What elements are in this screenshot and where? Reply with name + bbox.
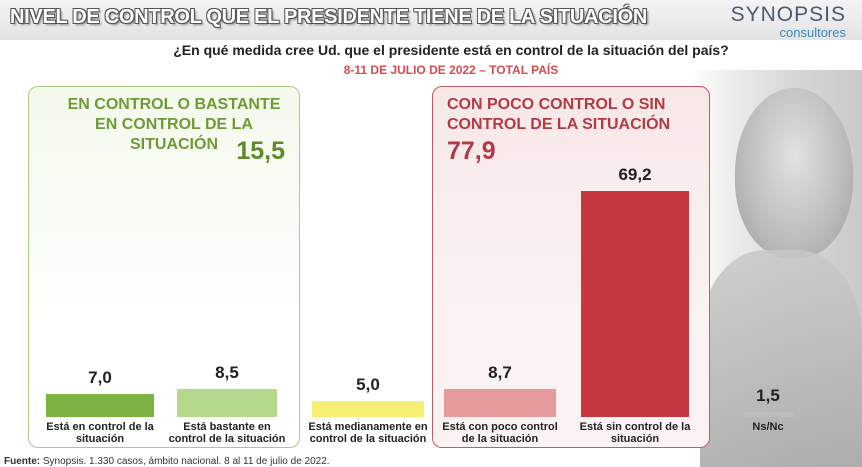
brand-logo: SYNOPSIS consultores	[730, 3, 846, 40]
portrait-head	[735, 88, 853, 258]
bar-5	[581, 191, 689, 417]
bar-label-5: Está sin control de la situación	[579, 421, 691, 445]
title-bar: NIVEL DE CONTROL QUE EL PRESIDENTE TIENE…	[0, 0, 862, 40]
bar-label-3: Está medianamente en control de la situa…	[308, 421, 428, 445]
bar-label-4: Está con poco control de la situación	[442, 421, 558, 445]
main-title: NIVEL DE CONTROL QUE EL PRESIDENTE TIENE…	[10, 6, 647, 28]
bar-value-4: 8,7	[488, 362, 512, 382]
source-text: Synopsis. 1.330 casos, ámbito nacional. …	[40, 456, 330, 467]
negative-group-title: CON POCO CONTROL O SIN CONTROL DE LA SIT…	[447, 96, 671, 133]
source-label: Fuente:	[4, 456, 41, 467]
bar-label-6: Ns/Nc	[752, 421, 784, 433]
positive-group-title: EN CONTROL O BASTANTE EN CONTROL DE LA S…	[67, 96, 281, 153]
brand-name: SYNOPSIS	[730, 3, 846, 26]
bar-value-1: 7,0	[88, 368, 112, 388]
positive-group-total: 15,5	[236, 137, 285, 165]
bar-2	[177, 389, 277, 417]
bar-value-6: 1,5	[756, 386, 780, 406]
survey-question: ¿En qué medida cree Ud. que el president…	[173, 42, 729, 58]
bar-value-3: 5,0	[356, 374, 380, 394]
bar-3	[312, 400, 424, 417]
negative-group-total: 77,9	[447, 137, 496, 165]
date-line: 8-11 DE JULIO DE 2022 – TOTAL PAÍS	[343, 63, 559, 77]
brand-subtitle: consultores	[779, 25, 846, 40]
portrait-body	[700, 250, 862, 467]
source-footer: Fuente: Synopsis. 1.330 casos, ámbito na…	[4, 456, 330, 467]
bar-6	[743, 412, 793, 417]
positive-group-panel: EN CONTROL O BASTANTE EN CONTROL DE LA S…	[28, 86, 300, 448]
bar-1	[46, 394, 154, 417]
bar-label-2: Está bastante en control de la situación	[168, 421, 286, 445]
bar-value-5: 69,2	[618, 165, 652, 184]
bar-label-1: Está en control de la situación	[46, 421, 154, 445]
bar-value-2: 8,5	[215, 363, 239, 383]
bar-4	[444, 388, 556, 417]
